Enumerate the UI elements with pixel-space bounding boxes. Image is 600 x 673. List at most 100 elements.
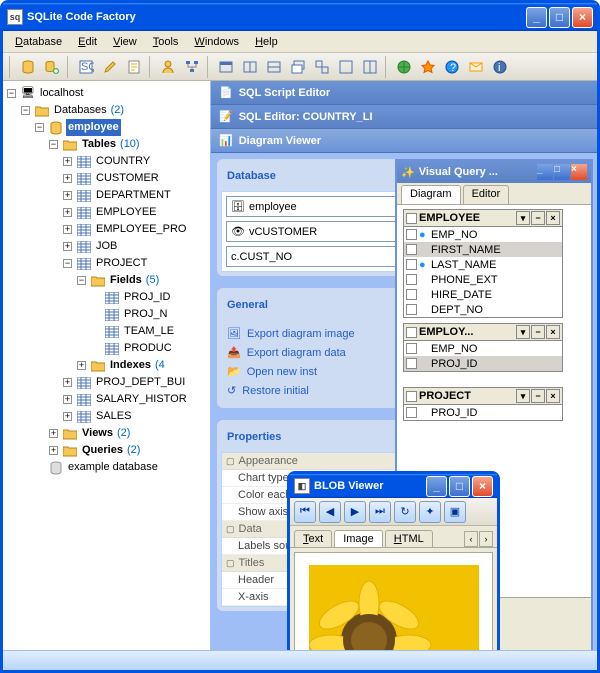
- blob-tab-image[interactable]: Image: [334, 530, 383, 547]
- blob-scroll-right-icon[interactable]: ›: [479, 531, 493, 547]
- tree-table[interactable]: +PROJ_DEPT_BUI: [63, 374, 208, 391]
- tree-table[interactable]: +DEPARTMENT: [63, 187, 208, 204]
- tb-win4-icon[interactable]: [287, 56, 309, 78]
- vq-field[interactable]: ●EMP_NO: [404, 227, 562, 242]
- minimize-button[interactable]: _: [526, 7, 547, 28]
- tb-script-icon[interactable]: [123, 56, 145, 78]
- tree-queries-folder[interactable]: +Queries (2): [49, 442, 208, 459]
- tb-edit-icon[interactable]: [99, 56, 121, 78]
- blob-titlebar[interactable]: ◧ BLOB Viewer _ □ ×: [290, 474, 497, 498]
- menu-view[interactable]: View: [107, 34, 143, 50]
- tree-table[interactable]: +COUNTRY: [63, 153, 208, 170]
- menu-windows[interactable]: Windows: [188, 34, 245, 50]
- tbl-min-icon[interactable]: −: [531, 389, 545, 403]
- blob-scroll-left-icon[interactable]: ‹: [464, 531, 478, 547]
- vq-field[interactable]: DEPT_NO: [404, 302, 562, 317]
- blob-fit-icon[interactable]: ✦: [419, 501, 441, 523]
- tree-field[interactable]: PRODUC: [91, 340, 208, 357]
- menu-help[interactable]: Help: [249, 34, 284, 50]
- doctab-script[interactable]: 📄SQL Script Editor: [211, 81, 597, 105]
- vq-field[interactable]: HIRE_DATE: [404, 287, 562, 302]
- titlebar[interactable]: sq SQLite Code Factory _ □ ×: [3, 3, 597, 31]
- blob-minimize-button[interactable]: _: [426, 476, 447, 497]
- tree-tables-folder[interactable]: −Tables (10): [49, 136, 208, 153]
- tb-globe-icon[interactable]: [393, 56, 415, 78]
- tb-help-icon[interactable]: ?: [441, 56, 463, 78]
- blob-tab-html[interactable]: HTML: [385, 530, 433, 547]
- vq-tab-diagram[interactable]: Diagram: [401, 185, 461, 204]
- tbl-dd-icon[interactable]: ▾: [516, 325, 530, 339]
- doctab-sqleditor[interactable]: 📝SQL Editor: COUNTRY_LI: [211, 105, 597, 129]
- tb-mail-icon[interactable]: [465, 56, 487, 78]
- tree-table[interactable]: +EMPLOYEE: [63, 204, 208, 221]
- tree-root[interactable]: −🖥localhost: [7, 85, 208, 102]
- tree-databases[interactable]: −Databases (2): [21, 102, 208, 119]
- menu-tools[interactable]: Tools: [147, 34, 185, 50]
- vq-field[interactable]: EMP_NO: [404, 341, 562, 356]
- tbl-close-icon[interactable]: ×: [546, 211, 560, 225]
- vq-maximize-button[interactable]: □: [554, 164, 570, 180]
- tree-table[interactable]: +SALES: [63, 408, 208, 425]
- tb-win6-icon[interactable]: [335, 56, 357, 78]
- vq-minimize-button[interactable]: _: [537, 164, 553, 180]
- tb-user-icon[interactable]: [157, 56, 179, 78]
- tb-sql-icon[interactable]: SQL: [75, 56, 97, 78]
- tree-table[interactable]: +EMPLOYEE_PRO: [63, 221, 208, 238]
- tbl-close-icon[interactable]: ×: [546, 325, 560, 339]
- tbl-dd-icon[interactable]: ▾: [516, 389, 530, 403]
- vq-tab-editor[interactable]: Editor: [463, 185, 510, 204]
- blob-last-icon[interactable]: ⏭: [369, 501, 391, 523]
- menu-database[interactable]: Database: [9, 34, 68, 50]
- tree-table-project[interactable]: −PROJECT: [63, 255, 208, 272]
- vq-field[interactable]: ●LAST_NAME: [404, 257, 562, 272]
- tb-win7-icon[interactable]: [359, 56, 381, 78]
- vq-table-employee[interactable]: EMPLOYEE▾−× ●EMP_NOFIRST_NAME●LAST_NAMEP…: [403, 209, 563, 318]
- blob-save-icon[interactable]: ▣: [444, 501, 466, 523]
- tree-table[interactable]: +JOB: [63, 238, 208, 255]
- tree-field[interactable]: PROJ_N: [91, 306, 208, 323]
- blob-viewer-window[interactable]: ◧ BLOB Viewer _ □ × ⏮ ◀ ▶ ⏭ ↻ ✦ ▣ Text I…: [287, 471, 500, 650]
- vq-table-employ[interactable]: EMPLOY...▾−× EMP_NOPROJ_ID: [403, 323, 563, 372]
- vq-close-button[interactable]: ×: [571, 164, 587, 180]
- tb-win3-icon[interactable]: [263, 56, 285, 78]
- tree-field[interactable]: TEAM_LE: [91, 323, 208, 340]
- tb-win5-icon[interactable]: [311, 56, 333, 78]
- maximize-button[interactable]: □: [549, 7, 570, 28]
- tb-star-icon[interactable]: [417, 56, 439, 78]
- tb-db-icon[interactable]: [17, 56, 39, 78]
- blob-refresh-icon[interactable]: ↻: [394, 501, 416, 523]
- tb-tree-icon[interactable]: [181, 56, 203, 78]
- tree-table[interactable]: +CUSTOMER: [63, 170, 208, 187]
- close-button[interactable]: ×: [572, 7, 593, 28]
- tree-indexes-folder[interactable]: +Indexes (4: [77, 357, 208, 374]
- menu-edit[interactable]: Edit: [72, 34, 103, 50]
- blob-close-button[interactable]: ×: [472, 476, 493, 497]
- tbl-min-icon[interactable]: −: [531, 211, 545, 225]
- vq-field[interactable]: PHONE_EXT: [404, 272, 562, 287]
- vq-table-project[interactable]: PROJECT▾−× PROJ_ID: [403, 387, 563, 421]
- tree-field[interactable]: PROJ_ID: [91, 289, 208, 306]
- blob-maximize-button[interactable]: □: [449, 476, 470, 497]
- blob-tab-text[interactable]: Text: [294, 530, 332, 547]
- tb-win1-icon[interactable]: [215, 56, 237, 78]
- tb-win2-icon[interactable]: [239, 56, 261, 78]
- blob-prev-icon[interactable]: ◀: [319, 501, 341, 523]
- tree-db-employee[interactable]: −employee: [35, 119, 208, 136]
- tb-info-icon[interactable]: i: [489, 56, 511, 78]
- object-tree[interactable]: −🖥localhost −Databases (2) −employee −Ta…: [3, 81, 211, 650]
- blob-first-icon[interactable]: ⏮: [294, 501, 316, 523]
- doctab-diagram[interactable]: 📊Diagram Viewer: [211, 129, 597, 153]
- blob-next-icon[interactable]: ▶: [344, 501, 366, 523]
- tree-fields-folder[interactable]: −Fields (5): [77, 272, 208, 289]
- vq-field[interactable]: FIRST_NAME: [404, 242, 562, 257]
- vq-field[interactable]: PROJ_ID: [404, 405, 562, 420]
- tree-db-example[interactable]: example database: [35, 459, 208, 476]
- tb-add-icon[interactable]: [41, 56, 63, 78]
- vq-titlebar[interactable]: ✨ Visual Query ... _ □ ×: [397, 161, 591, 183]
- tbl-close-icon[interactable]: ×: [546, 389, 560, 403]
- tbl-dd-icon[interactable]: ▾: [516, 211, 530, 225]
- tbl-min-icon[interactable]: −: [531, 325, 545, 339]
- vq-field[interactable]: PROJ_ID: [404, 356, 562, 371]
- tree-views-folder[interactable]: +Views (2): [49, 425, 208, 442]
- tree-table[interactable]: +SALARY_HISTOR: [63, 391, 208, 408]
